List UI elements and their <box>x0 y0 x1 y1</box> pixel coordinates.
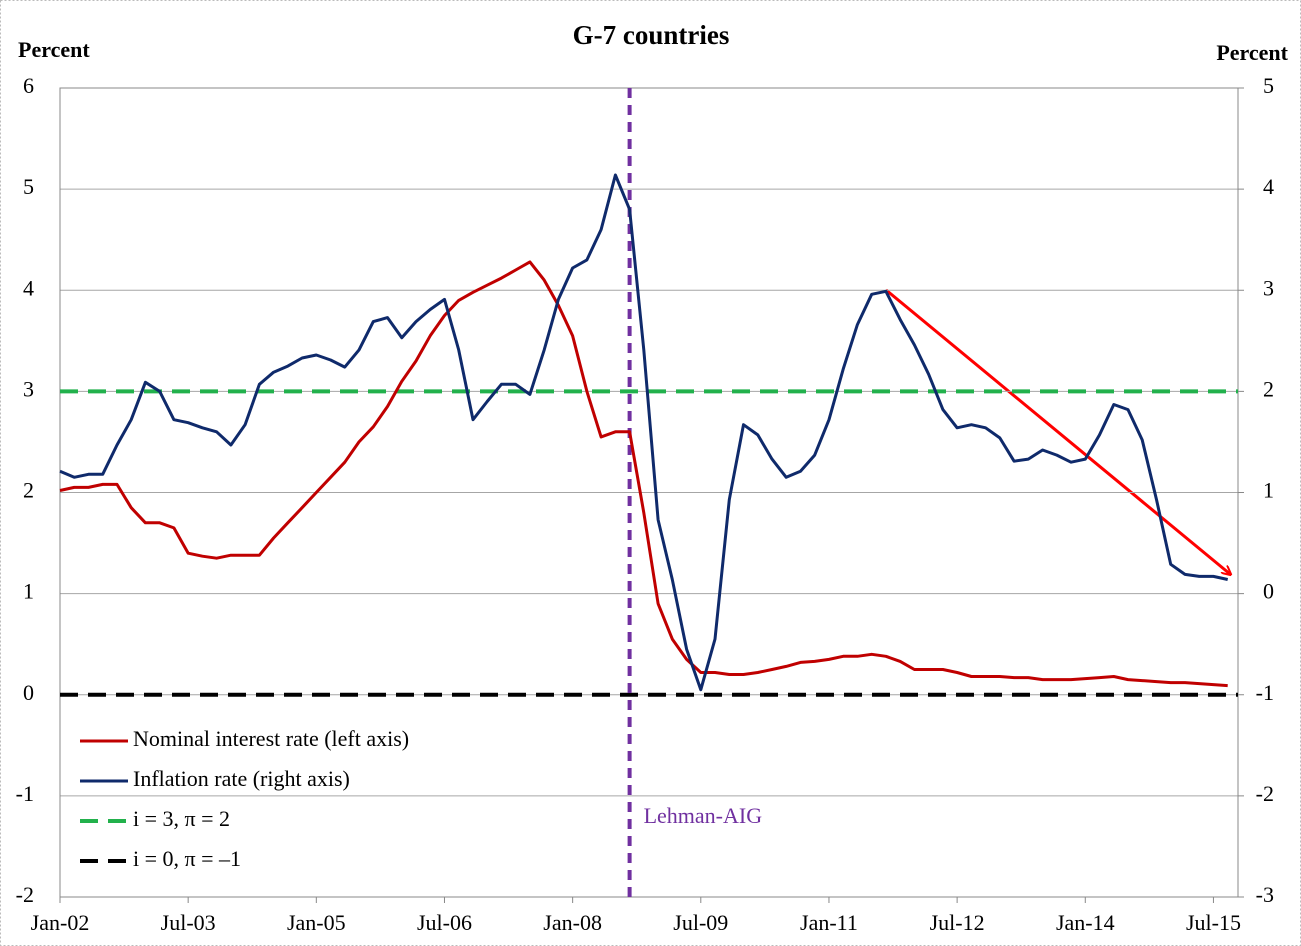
x-tick-label: Jan-02 <box>31 910 90 935</box>
legend-label: i = 3, π = 2 <box>133 806 230 831</box>
y-tick-label: 0 <box>23 680 34 705</box>
legend-label: Nominal interest rate (left axis) <box>133 726 409 751</box>
y2-tick-label: 4 <box>1263 174 1274 199</box>
x-tick-label: Jul-06 <box>417 910 472 935</box>
y-tick-label: 3 <box>23 376 34 401</box>
x-tick-label: Jan-05 <box>287 910 346 935</box>
y-tick-label: 6 <box>23 73 34 98</box>
y2-tick-label: 5 <box>1263 73 1274 98</box>
y2-tick-label: -2 <box>1256 781 1274 806</box>
y2-tick-label: 3 <box>1263 275 1274 300</box>
event-label: Lehman-AIG <box>644 803 763 828</box>
y-tick-label: 2 <box>23 478 34 503</box>
y-tick-label: 1 <box>23 579 34 604</box>
y2-tick-label: 1 <box>1263 478 1274 503</box>
x-tick-label: Jan-11 <box>800 910 858 935</box>
x-tick-label: Jul-15 <box>1186 910 1241 935</box>
chart-title: G-7 countries <box>573 20 730 50</box>
y-tick-label: -2 <box>16 882 34 907</box>
y-axis-label: Percent <box>18 37 90 62</box>
x-tick-label: Jul-12 <box>930 910 985 935</box>
legend-label: i = 0, π = –1 <box>133 846 241 871</box>
x-tick-label: Jul-09 <box>673 910 728 935</box>
y-tick-label: 5 <box>23 174 34 199</box>
x-tick-label: Jan-14 <box>1056 910 1115 935</box>
series-line <box>59 260 1228 688</box>
y2-tick-label: -1 <box>1256 680 1274 705</box>
y2-tick-label: 2 <box>1263 376 1274 401</box>
x-tick-label: Jul-03 <box>161 910 216 935</box>
y-tick-label: -1 <box>16 781 34 806</box>
y2-tick-label: 0 <box>1263 579 1274 604</box>
plot-frame <box>59 87 1239 898</box>
y2-axis-label: Percent <box>1216 40 1288 65</box>
series-line <box>59 173 1229 692</box>
trend-arrow <box>885 288 1230 574</box>
y2-tick-label: -3 <box>1256 882 1274 907</box>
x-tick-label: Jan-08 <box>543 910 602 935</box>
y-tick-label: 4 <box>23 275 34 300</box>
legend-label: Inflation rate (right axis) <box>133 766 350 791</box>
